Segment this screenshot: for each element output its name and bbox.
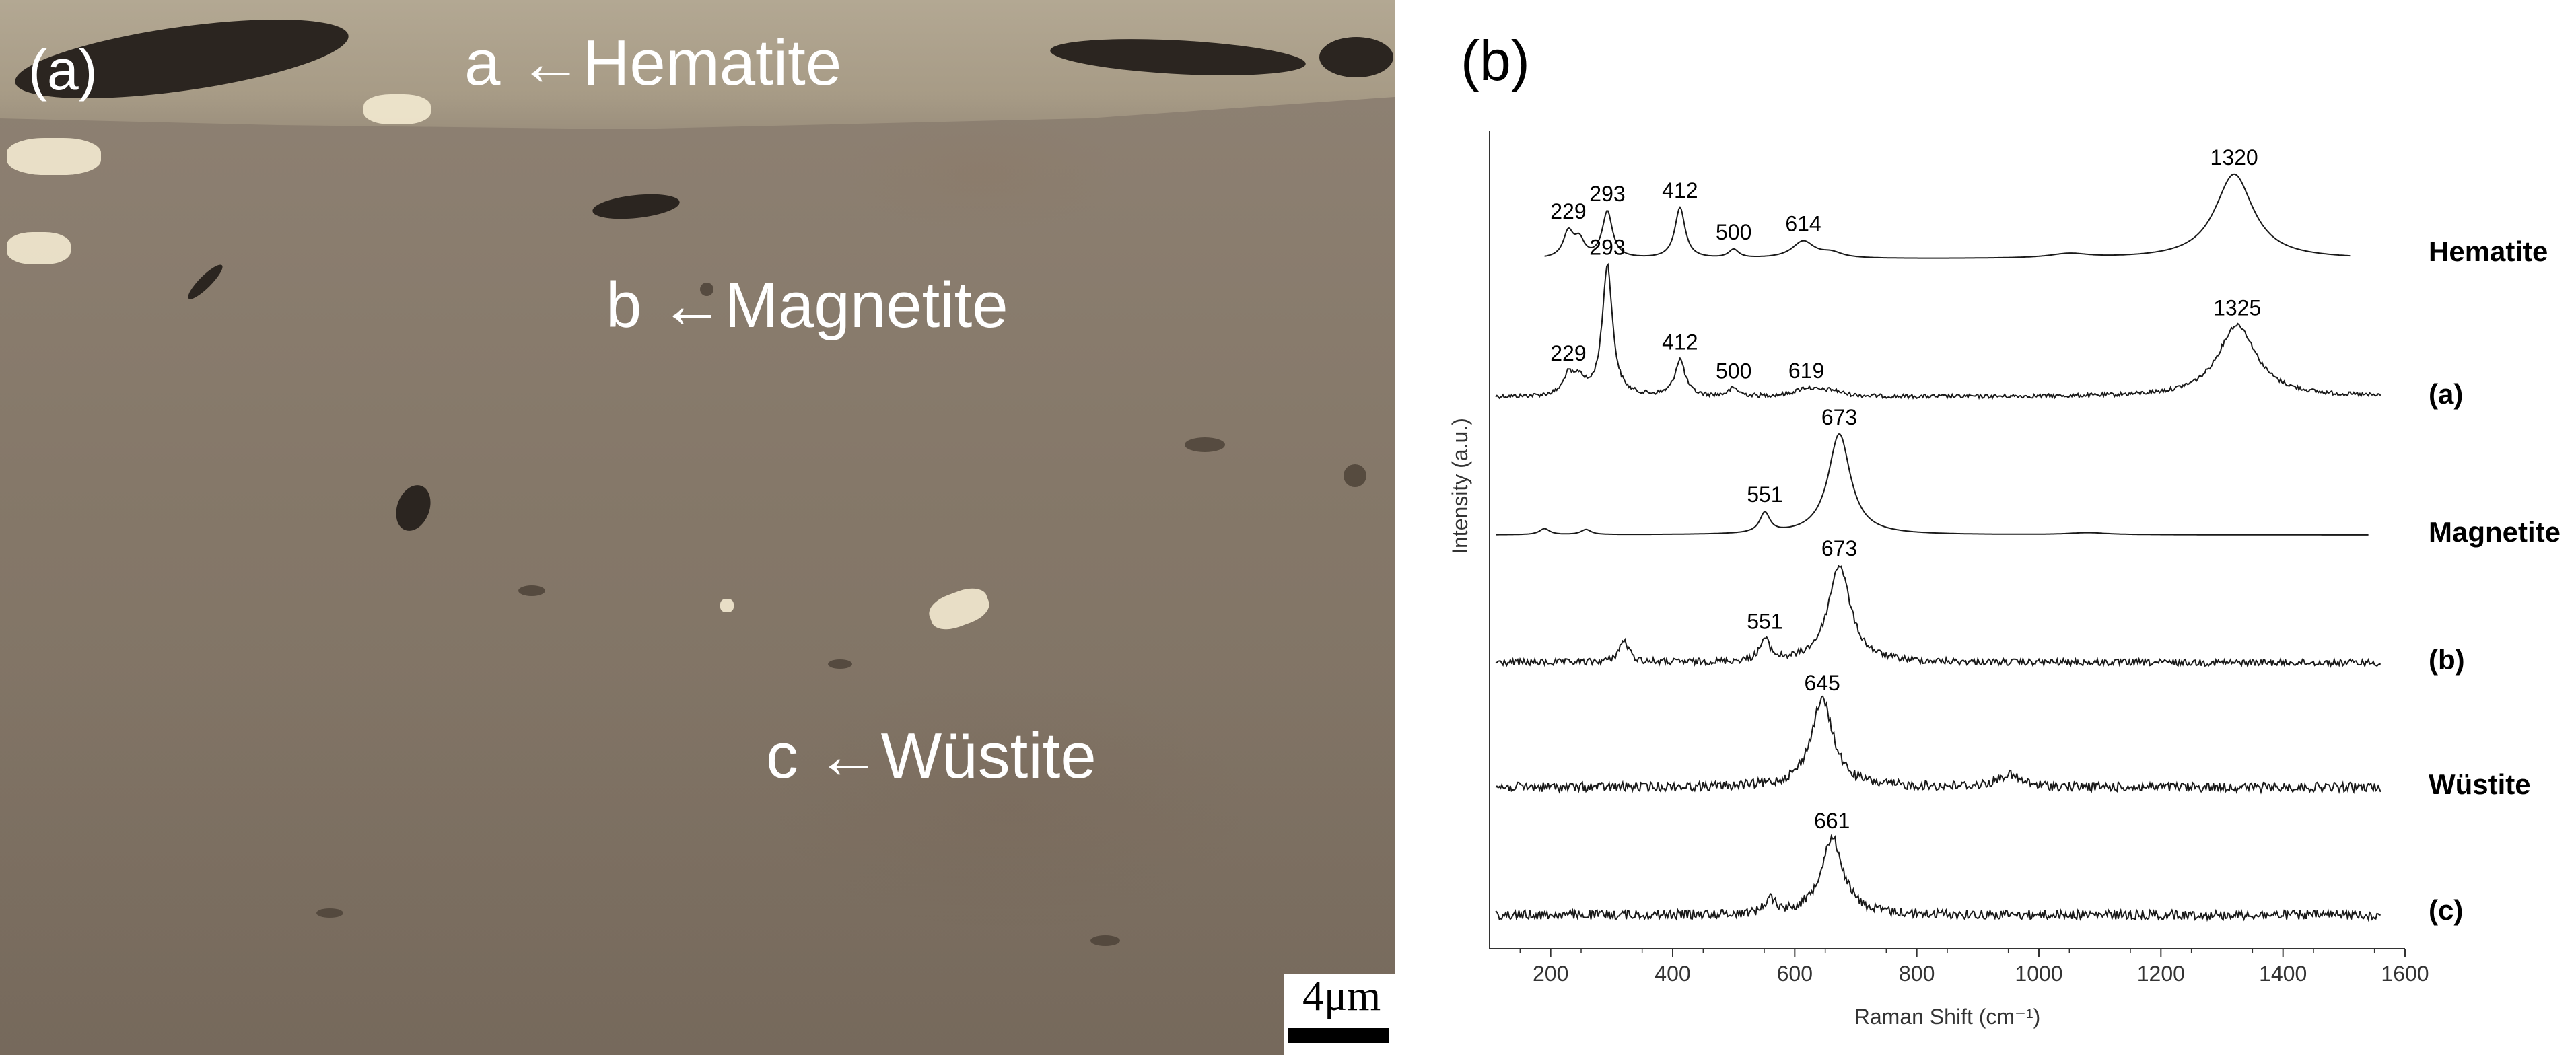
peak-label: 645 — [1804, 671, 1840, 695]
peak-label: 229 — [1550, 199, 1586, 223]
inclusion — [1090, 935, 1120, 946]
x-tick-label: 600 — [1777, 961, 1813, 986]
inclusion — [700, 283, 713, 296]
inclusion — [1185, 437, 1225, 452]
x-tick-label: 1600 — [2381, 961, 2429, 986]
chart-traces — [1495, 173, 2381, 922]
magnetite-label: b ←Magnetite — [606, 269, 1008, 341]
peak-label: 412 — [1662, 330, 1698, 354]
dark-crack — [184, 260, 227, 303]
x-axis-label: Raman Shift (cm⁻¹) — [1854, 1005, 2040, 1029]
x-tick-label: 200 — [1533, 961, 1568, 986]
dark-crack — [1319, 37, 1393, 77]
hematite-label: a ←Hematite — [464, 27, 842, 99]
peak-label: 673 — [1821, 405, 1857, 429]
peak-label: 614 — [1785, 212, 1821, 236]
spectrum-line — [1495, 262, 2381, 400]
dark-crack — [390, 480, 437, 536]
wustite-region — [0, 646, 1395, 1055]
series-label: (a) — [2429, 378, 2463, 410]
y-axis-label: Intensity (a.u.) — [1448, 418, 1472, 554]
bright-spot — [7, 232, 71, 264]
panel-a-tag: (a) — [28, 38, 98, 102]
series-label: (c) — [2429, 894, 2463, 926]
series-label: Wüstite — [2429, 768, 2531, 800]
spectrum-line — [1495, 565, 2381, 669]
panel-b-tag: (b) — [1461, 29, 1530, 92]
spectrum-line — [1544, 173, 2351, 259]
x-tick-label: 1000 — [2015, 961, 2062, 986]
peak-label: 1325 — [2213, 296, 2261, 320]
peak-label: 293 — [1589, 182, 1625, 206]
peak-label: 661 — [1814, 809, 1850, 833]
x-tick-label: 800 — [1899, 961, 1935, 986]
x-tick-label: 1400 — [2259, 961, 2307, 986]
peak-label: 551 — [1747, 609, 1782, 633]
peak-label: 293 — [1589, 235, 1625, 260]
peak-label: 619 — [1788, 359, 1824, 383]
scale-bar-label: 4μm — [1302, 972, 1381, 1019]
spectrum-line — [1495, 834, 2381, 922]
series-label: Magnetite — [2429, 516, 2561, 548]
bright-spot — [720, 599, 734, 612]
chart-axes: 200 400 600 800 1000 1200 1400 1600 Raman Shift … — [1448, 131, 2429, 1029]
micrograph-panel: (a) a ←Hematite b ←Magnetite c ←Wüstite — [0, 0, 1395, 1055]
spectrum-line — [1496, 433, 2369, 536]
peak-label: 551 — [1747, 482, 1782, 507]
series-label: (b) — [2429, 644, 2465, 676]
peak-label: 412 — [1662, 178, 1698, 203]
x-tick-label: 400 — [1655, 961, 1690, 986]
peak-label: 673 — [1821, 536, 1857, 560]
bright-spot — [363, 94, 431, 124]
spectrum-line — [1495, 695, 2381, 795]
peak-label: 1320 — [2211, 145, 2258, 170]
x-tick-label: 1200 — [2137, 961, 2185, 986]
peak-label: 500 — [1716, 220, 1751, 244]
inclusion — [316, 908, 343, 918]
bright-spot — [7, 138, 101, 175]
raman-chart: 200 400 600 800 1000 1200 1400 1600 Raman Shift … — [1448, 131, 2561, 1029]
inclusion — [828, 659, 852, 669]
scale-bar — [1288, 1028, 1389, 1043]
inclusion — [518, 585, 545, 596]
wustite-label: c ←Wüstite — [766, 720, 1096, 792]
dark-crack — [591, 190, 681, 223]
peak-label: 229 — [1550, 341, 1586, 365]
peak-label: 500 — [1716, 359, 1751, 383]
inclusion — [1344, 464, 1366, 487]
series-label: Hematite — [2429, 235, 2548, 267]
bright-spot — [925, 583, 994, 635]
